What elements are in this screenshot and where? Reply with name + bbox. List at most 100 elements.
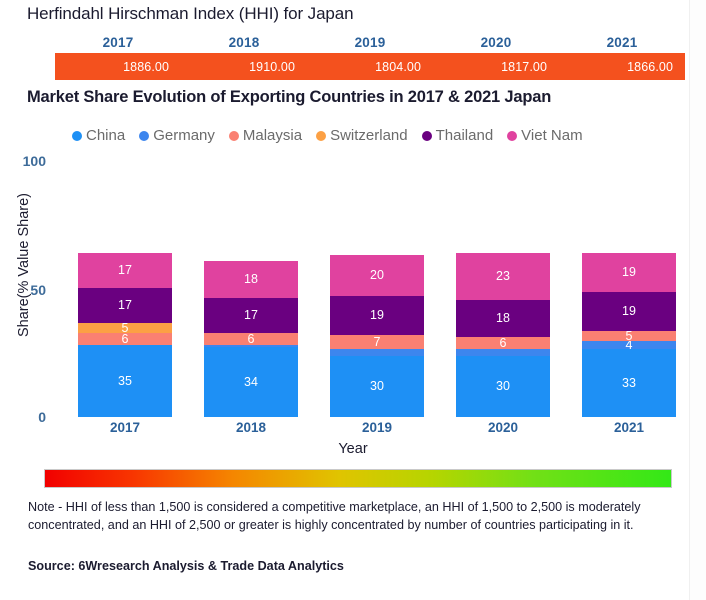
bar-segment-malaysia[interactable]: 5 — [582, 330, 676, 342]
bar-segment-viet-nam[interactable]: 19 — [582, 253, 676, 292]
hhi-table-header-row: 2017 2018 2019 2020 2021 — [55, 31, 685, 53]
stacked-bar[interactable]: 30 7 19 20 — [330, 255, 424, 417]
x-axis-tick-2017: 2017 — [109, 420, 141, 435]
legend-swatch-icon — [421, 130, 432, 141]
bar-segment-viet-nam[interactable]: 23 — [456, 253, 550, 301]
x-axis-tick-2021: 2021 — [613, 420, 645, 435]
bar-segment-thailand[interactable]: 19 — [330, 296, 424, 336]
legend-item-label: Germany — [153, 127, 215, 144]
legend-item-label: Viet Nam — [521, 127, 583, 144]
hhi-year-header: 2021 — [606, 34, 638, 50]
legend-item-label: Malaysia — [242, 127, 303, 144]
legend-item-switzerland[interactable]: Switzerland — [316, 127, 408, 144]
bar-segment-thailand[interactable]: 17 — [204, 298, 298, 333]
chart-title: Market Share Evolution of Exporting Coun… — [27, 88, 552, 106]
hhi-title: Herfindahl Hirschman Index (HHI) for Jap… — [27, 4, 354, 23]
legend-swatch-icon — [228, 130, 239, 141]
bar-segment-china[interactable]: 30 — [456, 355, 550, 417]
bar-segment-value-label: 19 — [622, 265, 636, 280]
legend-item-germany[interactable]: Germany — [139, 127, 215, 144]
bar-segment-viet-nam[interactable]: 17 — [78, 253, 172, 288]
legend-swatch-icon — [316, 130, 327, 141]
legend-item-thailand[interactable]: Thailand — [421, 127, 494, 144]
legend-item-malaysia[interactable]: Malaysia — [228, 127, 303, 144]
bar-segment-value-label: 20 — [370, 268, 384, 283]
legend-item-china[interactable]: China — [72, 127, 125, 144]
bar-segment-china[interactable]: 35 — [78, 345, 172, 417]
bar-segment-viet-nam[interactable]: 20 — [330, 255, 424, 297]
hhi-year-header: 2018 — [228, 34, 260, 50]
bar-segment-germany[interactable] — [330, 349, 424, 356]
bar-segment-value-label: 6 — [499, 337, 507, 350]
bar-segment-china[interactable]: 33 — [582, 349, 676, 417]
bar-segment-viet-nam[interactable]: 18 — [204, 261, 298, 299]
bar-segment-thailand[interactable]: 18 — [456, 300, 550, 338]
legend-swatch-icon — [507, 130, 518, 141]
hhi-year-header: 2020 — [480, 34, 512, 50]
bar-segment-malaysia[interactable]: 6 — [456, 337, 550, 350]
bar-segment-value-label: 19 — [370, 308, 384, 323]
bar-segment-value-label: 33 — [622, 375, 636, 390]
hhi-value-cell: 1817.00 — [501, 59, 547, 74]
bar-segment-value-label: 30 — [496, 379, 510, 393]
bar-segment-value-label: 6 — [247, 332, 255, 346]
x-axis-tick-2019: 2019 — [361, 420, 393, 435]
bar-segment-thailand[interactable]: 17 — [78, 287, 172, 323]
legend-item-label: Switzerland — [330, 127, 408, 144]
stacked-bar[interactable]: 33 4 5 19 19 — [582, 253, 676, 417]
legend-swatch-icon — [139, 130, 150, 141]
bar-segment-germany[interactable]: 4 — [582, 341, 676, 350]
hhi-value-cell: 1866.00 — [627, 59, 673, 74]
bar-segment-value-label: 7 — [373, 335, 381, 349]
legend-item-label: Thailand — [435, 127, 494, 144]
bar-segment-value-label: 17 — [244, 308, 258, 323]
footer-note: Note - HHI of less than 1,500 is conside… — [28, 500, 641, 532]
x-axis-tick-2018: 2018 — [235, 420, 267, 435]
chart-legend: China Germany Malaysia Switzerland Thailand V… — [72, 127, 583, 144]
bar-segment-value-label: 5 — [121, 322, 129, 333]
bar-segment-value-label: 23 — [496, 269, 510, 284]
y-axis-title: Share(% Value Share) — [16, 193, 32, 338]
bar-group-2018: 34 6 17 18 — [204, 212, 298, 417]
bar-segment-germany[interactable] — [456, 349, 550, 356]
bar-segment-value-label: 4 — [625, 341, 633, 350]
bar-group-2021: 33 4 5 19 19 — [582, 212, 676, 417]
bar-segment-malaysia[interactable]: 7 — [330, 335, 424, 350]
bar-segment-value-label: 17 — [118, 263, 132, 278]
stacked-bar[interactable]: 35 6 5 17 17 — [78, 253, 172, 417]
bar-segment-malaysia[interactable]: 6 — [204, 332, 298, 346]
legend-swatch-icon — [72, 130, 82, 141]
bar-segment-china[interactable]: 34 — [204, 347, 298, 417]
bar-segment-switzerland[interactable]: 5 — [78, 322, 172, 333]
bar-group-2017: 35 6 5 17 17 — [78, 212, 172, 417]
hhi-year-header: 2017 — [102, 34, 134, 50]
bar-segment-value-label: 18 — [496, 311, 510, 326]
legend-item-viet-nam[interactable]: Viet Nam — [507, 127, 583, 144]
legend-item-label: China — [86, 127, 126, 144]
stacked-bar[interactable]: 34 6 17 18 — [204, 261, 298, 417]
bar-segment-value-label: 34 — [244, 374, 258, 389]
bar-segment-value-label: 30 — [370, 379, 384, 393]
y-axis-tick-50: 50 — [30, 282, 46, 298]
hhi-table-value-row: 1886.00 1910.00 1804.00 1817.00 1866.00 — [55, 53, 685, 80]
bar-segment-germany[interactable] — [204, 345, 298, 348]
right-edge-strip — [689, 0, 706, 600]
bar-segment-value-label: 6 — [121, 332, 129, 346]
x-axis-ticks: 2017 2018 2019 2020 2021 — [62, 420, 692, 435]
bar-group-2019: 30 7 19 20 — [330, 212, 424, 417]
x-axis-tick-2020: 2020 — [487, 420, 519, 435]
bar-segment-china[interactable]: 30 — [330, 355, 424, 417]
footer-source: Source: 6Wresearch Analysis & Trade Data… — [28, 559, 344, 573]
hhi-year-header: 2019 — [354, 34, 386, 50]
hhi-table: 2017 2018 2019 2020 2021 1886.00 1910.00 1804.… — [55, 31, 685, 80]
hhi-gradient-scale-bar — [44, 469, 672, 488]
chart-plot-area: 35 6 5 17 17 34 6 17 18 30 7 19 20 30 6 18 23 33 4 5 19 19 — [62, 212, 692, 417]
y-axis-tick-0: 0 — [38, 409, 46, 425]
bar-segment-thailand[interactable]: 19 — [582, 291, 676, 331]
bar-segment-malaysia[interactable]: 6 — [78, 332, 172, 346]
bar-segment-value-label: 35 — [118, 373, 132, 388]
bar-segment-value-label: 5 — [625, 330, 633, 342]
hhi-value-cell: 1886.00 — [123, 59, 169, 74]
stacked-bar[interactable]: 30 6 18 23 — [456, 253, 550, 417]
